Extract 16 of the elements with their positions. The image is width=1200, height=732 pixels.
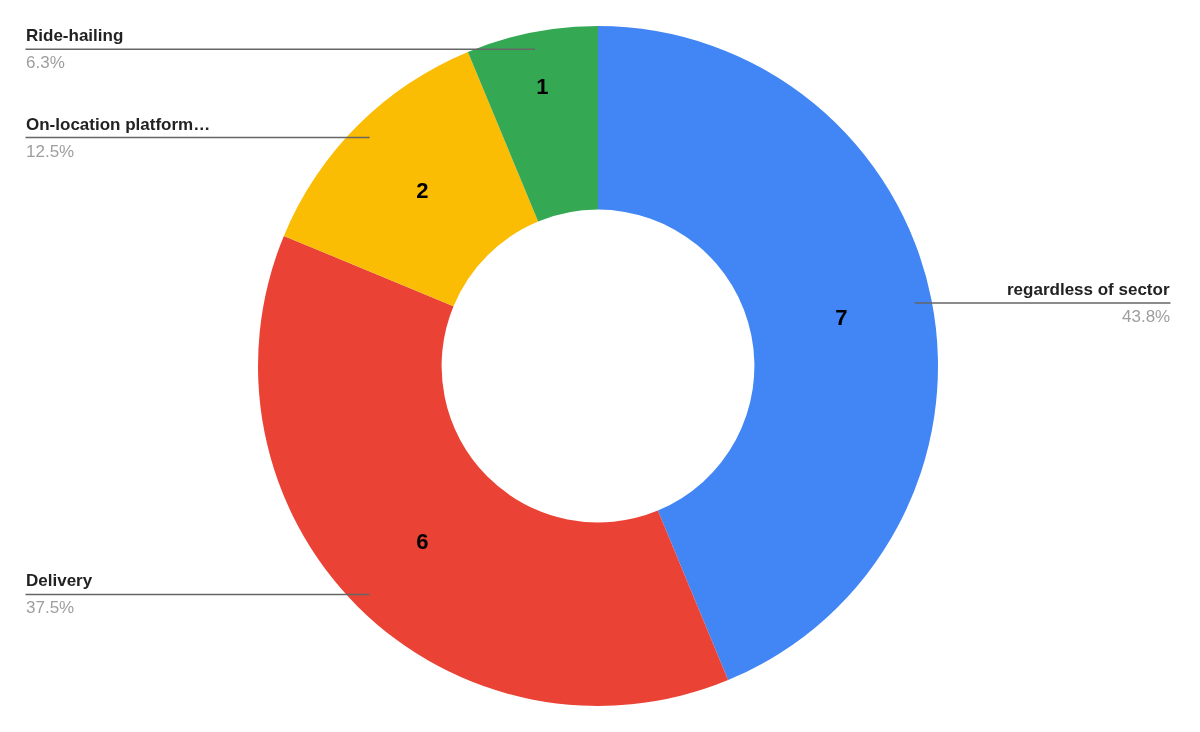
donut-slice — [258, 235, 729, 706]
slice-label: Delivery — [26, 571, 93, 590]
data-label: 6 — [416, 529, 429, 554]
donut-slice — [598, 26, 938, 681]
data-label: 1 — [536, 74, 549, 100]
donut-slice — [283, 51, 539, 307]
data-label: 7 — [835, 305, 848, 331]
text: 6.3% — [26, 53, 65, 72]
slice-label: On-location platform… — [26, 115, 211, 134]
data-label: 2 — [416, 178, 429, 203]
text: 12.5% — [26, 142, 75, 161]
donut-slice — [467, 26, 598, 222]
text: 37.5% — [26, 598, 75, 617]
slice-label: Ride-hailing — [26, 26, 124, 45]
slice-label: regardless of sector — [1007, 280, 1170, 299]
text: 43.8% — [1122, 307, 1171, 326]
